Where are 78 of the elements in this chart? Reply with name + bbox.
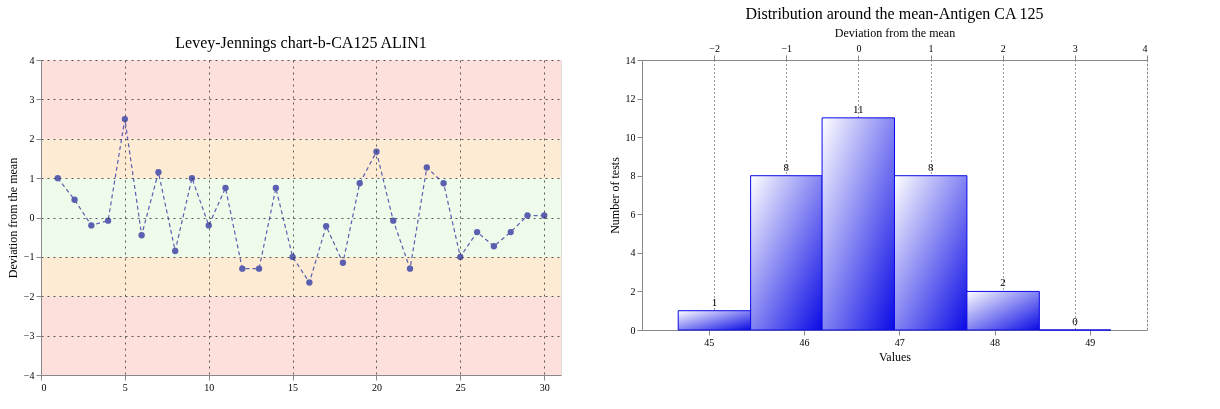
y-axis-title: Deviation from the mean bbox=[5, 157, 20, 279]
point bbox=[54, 174, 61, 182]
y-tick-label: −2 bbox=[23, 290, 35, 302]
point bbox=[323, 223, 330, 230]
point bbox=[205, 222, 212, 229]
y-tick-label: −3 bbox=[23, 330, 35, 342]
point bbox=[289, 253, 296, 261]
point bbox=[339, 259, 347, 266]
x-axis-title: Values bbox=[879, 349, 912, 364]
y-tick-label: −4 bbox=[23, 369, 35, 381]
y-tick-label: 2 bbox=[29, 133, 35, 145]
point bbox=[306, 279, 313, 286]
point bbox=[406, 265, 414, 272]
point bbox=[155, 169, 162, 176]
point bbox=[172, 247, 179, 255]
chart-title: Levey-Jennings chart-b-CA125 ALIN1 bbox=[175, 34, 427, 52]
point bbox=[222, 184, 229, 192]
x2-tick-label: 0 bbox=[856, 42, 862, 54]
x2-tick-label: −1 bbox=[781, 42, 793, 54]
y-tick-label: 1 bbox=[29, 172, 35, 184]
x2-tick-label: 2 bbox=[1000, 42, 1006, 54]
point bbox=[356, 180, 363, 187]
x-tick-label: 0 bbox=[41, 381, 47, 393]
y-tick-label: −1 bbox=[23, 251, 35, 263]
point bbox=[138, 232, 145, 239]
data-label: 1 bbox=[711, 295, 718, 308]
point bbox=[524, 212, 531, 219]
x-tick-label: 46 bbox=[799, 336, 810, 348]
point bbox=[373, 148, 380, 155]
point bbox=[239, 265, 246, 272]
data-label: 11 bbox=[853, 102, 864, 115]
y-tick-label: 6 bbox=[630, 208, 636, 220]
x2-tick-label: 4 bbox=[1142, 42, 1148, 54]
y-tick-label: 4 bbox=[630, 247, 636, 259]
x-tick-label: 30 bbox=[539, 381, 550, 393]
x-tick-label: 47 bbox=[894, 336, 905, 348]
x2-axis-title: Deviation from the mean bbox=[834, 25, 956, 40]
y-tick-label: 10 bbox=[625, 131, 636, 143]
y-tick-label: 3 bbox=[29, 93, 35, 105]
point bbox=[473, 228, 481, 236]
point bbox=[507, 228, 514, 236]
point bbox=[188, 174, 196, 182]
x2-tick-label: 3 bbox=[1072, 42, 1078, 54]
point bbox=[272, 184, 279, 192]
data-label: 8 bbox=[783, 160, 790, 173]
point bbox=[541, 212, 548, 219]
point bbox=[457, 253, 464, 261]
x-tick-label: 10 bbox=[204, 381, 215, 393]
point bbox=[88, 222, 95, 229]
y-tick-label: 12 bbox=[625, 93, 636, 105]
point bbox=[490, 243, 498, 250]
x-tick-label: 49 bbox=[1085, 336, 1096, 348]
y-tick-label: 0 bbox=[29, 212, 35, 223]
point bbox=[255, 265, 263, 272]
point bbox=[390, 217, 397, 224]
y-tick-label: 8 bbox=[630, 170, 636, 182]
point bbox=[440, 180, 447, 187]
point bbox=[104, 217, 112, 224]
y-tick-label: 14 bbox=[625, 54, 636, 66]
y-tick-label: 0 bbox=[630, 324, 636, 336]
data-label: 8 bbox=[927, 160, 934, 173]
x-tick-label: 20 bbox=[371, 381, 382, 393]
chart-title: Distribution around the mean-Antigen CA 125 bbox=[745, 5, 1044, 23]
y-tick-label: 2 bbox=[630, 285, 636, 297]
x-tick-label: 45 bbox=[704, 336, 715, 348]
point bbox=[121, 115, 129, 123]
data-label: 2 bbox=[1000, 276, 1006, 289]
x-tick-label: 48 bbox=[990, 336, 1001, 348]
y-tick-label: 4 bbox=[29, 54, 35, 66]
point bbox=[71, 196, 78, 203]
y-axis-title: Number of tests bbox=[607, 156, 622, 234]
x-tick-label: 15 bbox=[288, 381, 299, 393]
x-tick-label: 5 bbox=[122, 381, 128, 393]
x2-tick-label: 1 bbox=[928, 42, 934, 54]
data-label: 0 bbox=[1072, 315, 1079, 327]
x2-tick-label: −2 bbox=[709, 42, 720, 54]
point bbox=[423, 164, 430, 171]
x-tick-label: 25 bbox=[455, 381, 466, 393]
